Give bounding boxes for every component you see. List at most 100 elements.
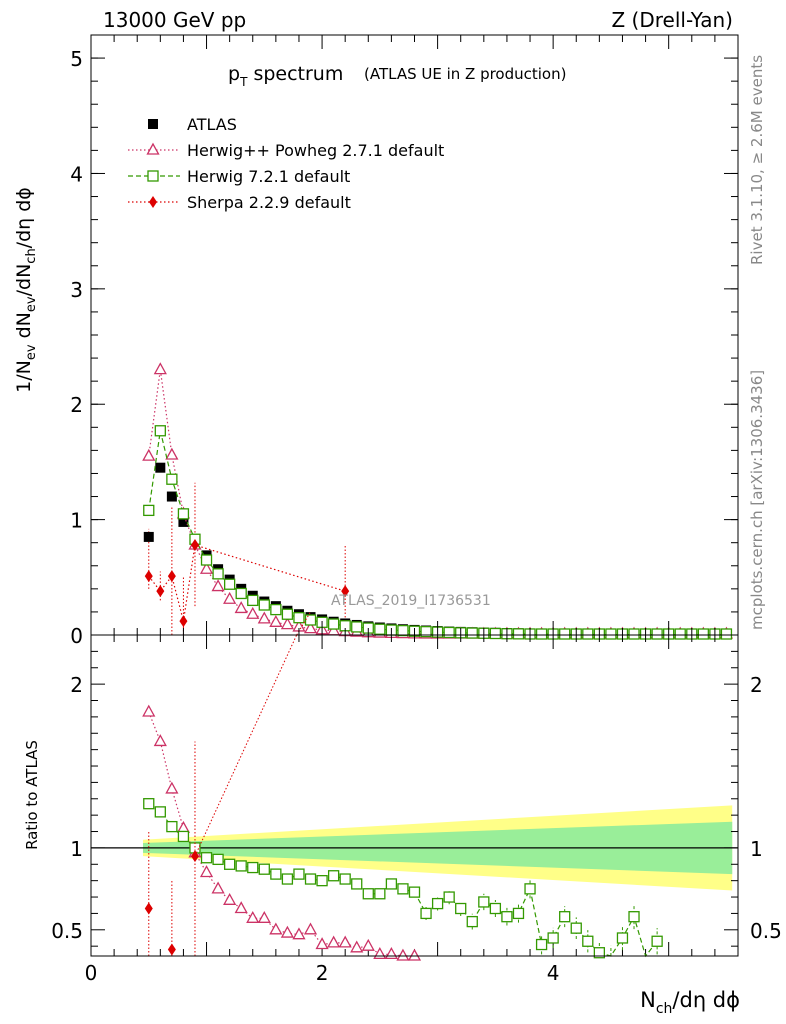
data-point [143,504,155,517]
data-point [341,585,350,598]
data-point [420,626,432,638]
ratio-point [420,907,432,920]
ratio-point [142,704,156,717]
legend: ATLAS Herwig++ Powheg 2.7.1 default Herwig… [128,115,444,212]
data-point [303,621,318,634]
watermark: ATLAS_2019_I1736531 [331,593,491,609]
ratio-point [443,891,455,903]
data-point [257,611,271,624]
ratio-point [190,850,199,863]
ratio-point [154,806,166,818]
ratio-point [235,860,247,872]
data-point [270,603,282,616]
ratio-point [455,902,467,915]
ratio-point [407,948,422,961]
data-point [177,508,190,520]
data-point [166,473,178,485]
data-point [167,570,176,583]
ratio-point [176,820,191,833]
data-point [628,628,640,640]
data-point [235,587,247,600]
data-point [223,578,236,590]
legend-marker [148,119,158,129]
data-point [211,579,225,592]
data-point [374,623,386,635]
ratio-point [316,875,328,887]
data-point [535,628,548,640]
y-tick-label: 4 [70,162,83,186]
ratio-y-tick-label: 2 [70,673,83,697]
data-point [166,491,177,502]
ratio-data-layer [142,634,663,961]
ratio-uncertainty-band [91,805,738,891]
ratio-point [153,734,167,747]
ratio-panel: 0.5 0.5 1 1 2 2 0 2 4 Ratio to ATLAS Nch/dη dϕ [23,634,782,1017]
ratio-point [223,892,237,905]
data-point [144,570,153,583]
series-line [148,544,346,622]
data-point [178,516,189,527]
ratio-point [478,896,490,908]
ratio-y-tick-label-right: 1 [750,837,763,861]
ratio-point [292,927,306,940]
ratio-point [396,948,410,961]
data-point [582,628,594,640]
legend-label: Herwig++ Powheg 2.7.1 default [187,141,444,160]
ratio-point [166,820,178,833]
ratio-point [397,883,409,895]
ratio-point [212,853,224,866]
ratio-ylabel: Ratio to ATLAS [23,740,41,850]
mcplots-label: mcplots.cern.ch [arXiv:1306.3436] [748,370,766,630]
ratio-y-tick-label-right: 0.5 [750,919,782,943]
legend-marker [149,196,157,208]
data-point [327,618,340,630]
sherpa-ratio-line [194,634,298,857]
y-tick-label: 3 [70,278,83,302]
ratio-point [303,922,318,935]
ratio-point [339,873,351,885]
data-point [199,561,214,574]
ratio-point [144,902,153,915]
ratio-point [535,938,548,951]
ratio-point [246,910,260,923]
ratio-point [616,932,629,944]
header-right: Z (Drell-Yan) [611,8,733,32]
ratio-point [280,925,295,938]
data-point [397,624,409,637]
ratio-point [431,897,444,910]
ratio-point [211,881,225,894]
data-point [605,628,617,640]
ratio-point [351,878,363,890]
ratio-point [167,943,176,956]
data-point [293,612,305,624]
data-point [280,617,295,630]
ratio-point [593,947,606,959]
header-left: 13000 GeV pp [103,8,246,32]
legend-label: Herwig 7.2.1 default [187,167,350,186]
data-point [443,626,455,639]
ratio-point [338,935,352,948]
ratio-point [373,947,387,960]
y-tick-label: 1 [70,509,83,533]
ratio-point [512,907,525,920]
main-panel: 0 1 2 3 4 5 pT spectrum (ATLAS UE in Z produc… [13,34,739,956]
x-axis-label: Nch/dη dϕ [640,988,740,1017]
ratio-point [628,911,640,923]
legend-marker [146,142,160,155]
data-point [153,362,167,375]
legend-marker [147,170,159,182]
data-point [304,614,317,626]
data-point [466,627,478,639]
ratio-point [281,873,294,885]
ratio-point [165,781,179,794]
ratio-point [258,863,270,875]
ratio-point [327,935,341,948]
ratio-point [234,901,248,914]
rivet-label: Rivet 3.1.10, ≥ 2.6M events [748,55,766,265]
ratio-point [223,858,236,870]
ratio-point [327,870,340,882]
data-point [512,628,525,640]
ratio-point [177,830,190,843]
ratio-y-tick-label: 0.5 [51,919,83,943]
